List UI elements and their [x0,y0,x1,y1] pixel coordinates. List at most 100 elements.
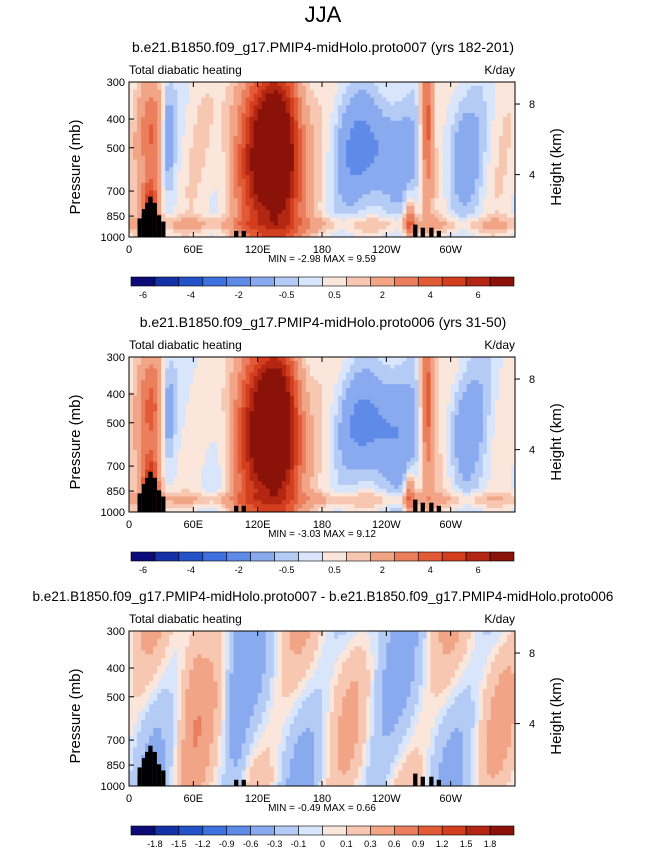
heatmap-cell [386,182,391,188]
heatmap-cell [414,391,419,397]
heatmap-cell [402,175,407,180]
heatmap-cell [386,357,391,362]
heatmap-cell [265,163,271,168]
heatmap-cell [426,376,431,381]
heatmap-cell [362,151,367,157]
heatmap-cell [293,151,299,157]
heatmap-cell [225,357,230,362]
heatmap-cell [422,209,427,215]
heatmap-cell [305,202,311,207]
heatmap-cell [342,159,347,164]
heatmap-cell [141,132,146,137]
heatmap-cell [450,151,456,157]
heatmap-cell [346,175,351,180]
heatmap-cell [261,116,267,122]
heatmap-cell [350,376,355,381]
heatmap-cell [237,105,242,110]
heatmap-cell [229,213,234,219]
heatmap-cell [193,132,198,137]
heatmap-cell [165,109,170,114]
heatmap-cell [458,97,464,102]
heatmap-cell [269,376,275,381]
heatmap-cell [326,395,331,401]
heatmap-cell [330,194,335,199]
heatmap-cell [342,221,347,226]
heatmap-cell [506,171,512,176]
heatmap-cell [277,190,283,195]
heatmap-cell [285,209,291,215]
heatmap-cell [478,194,484,199]
heatmap-cell [334,182,339,188]
heatmap-cell [193,167,198,172]
heatmap-cell [410,159,415,164]
heatmap-cell [157,368,162,373]
heatmap-cell [334,101,339,106]
heatmap-cell [370,128,375,133]
heatmap-cell [418,171,423,176]
heatmap-cell [490,159,496,164]
heatmap-cell [285,213,291,219]
colorbar-swatch [441,276,467,287]
heatmap-cell [297,395,303,401]
heatmap-cell [185,116,190,122]
heatmap-cell [165,140,170,145]
heatmap-cell [205,182,210,188]
colorbar-swatch [370,276,395,287]
heatmap-cell [446,221,452,226]
heatmap-cell [297,151,303,157]
heatmap-cell [414,209,419,215]
heatmap-cell [346,376,351,381]
heatmap-cell [486,357,492,362]
heatmap-cell [129,209,134,215]
heatmap-cell [458,136,464,141]
heatmap-cell [478,182,484,188]
heatmap-cell [225,113,230,118]
heatmap-cell [506,182,512,188]
heatmap-cell [398,132,403,137]
heatmap-cell [309,376,315,381]
heatmap-cell [474,151,480,157]
chart-panel-1: b.e21.B1850.f09_g17.PMIP4-midHolo.proto0… [67,39,565,300]
heatmap-cell [169,357,174,362]
heatmap-cell [382,225,387,230]
heatmap-cell [346,360,351,366]
heatmap-cell [398,384,403,389]
heatmap-cell [510,198,516,203]
heatmap-cell [438,364,444,370]
heatmap-cell [141,388,146,393]
heatmap-cell [382,376,387,381]
heatmap-cell [382,171,387,176]
heatmap-cell [221,163,226,168]
heatmap-cell [490,372,496,377]
heatmap-cell [173,388,178,393]
heatmap-cell [225,175,230,180]
heatmap-cell [193,151,198,157]
heatmap-cell [189,159,194,164]
heatmap-cell [398,388,403,393]
heatmap-cell [177,209,182,215]
heatmap-cell [382,144,387,149]
heatmap-cell [362,109,367,114]
heatmap-cell [189,97,194,102]
heatmap-cell [386,144,391,149]
heatmap-cell [454,182,460,188]
heatmap-cell [398,395,403,401]
heatmap-cell [193,360,198,366]
heatmap-cell [434,395,439,401]
heatmap-cell [374,233,379,238]
heatmap-cell [334,116,339,122]
heatmap-cell [313,178,319,184]
heatmap-cell [197,186,202,191]
heatmap-cell [217,380,222,385]
heatmap-cell [129,178,134,184]
heatmap-cell [185,395,190,401]
heatmap-cell [201,198,206,203]
heatmap-cell [169,388,174,393]
heatmap-cell [285,140,291,145]
heatmap-cell [205,376,210,381]
heatmap-cell [446,140,452,145]
heatmap-cell [330,225,335,230]
heatmap-cell [265,198,271,203]
heatmap-cell [494,116,500,122]
heatmap-cell [169,364,174,370]
